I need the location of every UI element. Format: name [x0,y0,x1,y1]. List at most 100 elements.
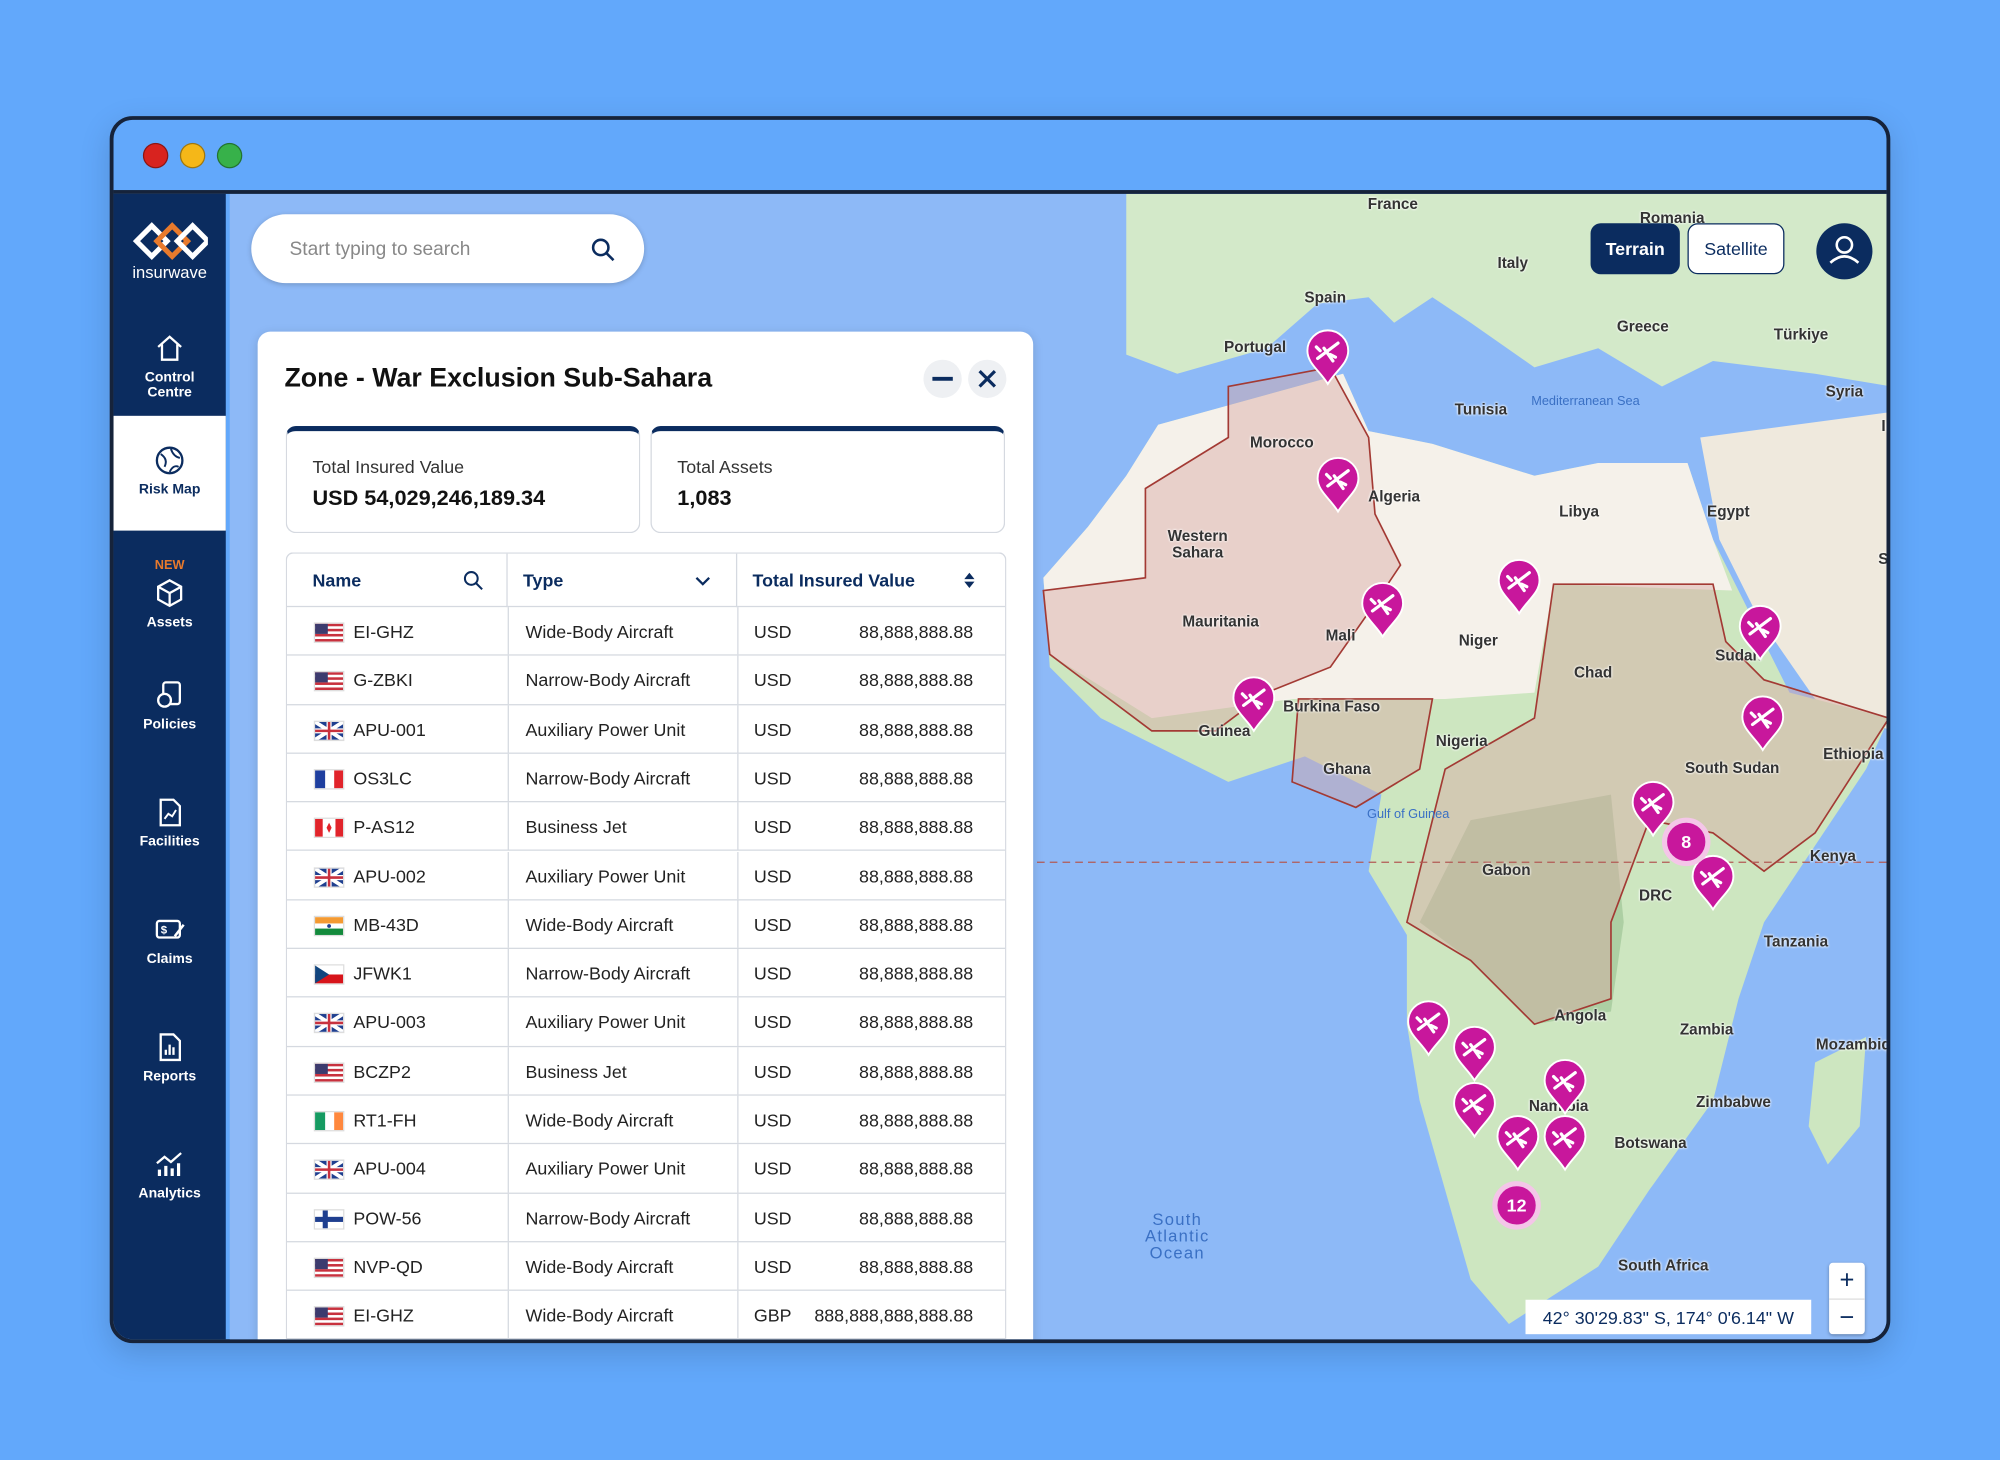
nav-icon [157,681,181,708]
map-label: Chad [1573,663,1613,682]
asset-pin[interactable] [1453,1081,1496,1139]
flag [313,817,345,839]
nav-label: Control Centre [144,369,195,401]
nav-item[interactable]: Reports [114,1031,226,1084]
titlebar-border [113,190,1887,194]
currency: USD [753,1109,792,1131]
terrain-button[interactable]: Terrain [1590,223,1680,275]
asset-pin[interactable] [1741,695,1785,752]
asset-type: Wide-Body Aircraft [525,1109,674,1131]
cluster[interactable] [1661,817,1711,867]
asset-pin[interactable] [1407,1000,1450,1057]
zone-nigeria[interactable] [1291,698,1434,809]
cell-divider [507,851,509,899]
asset-name: APU-004 [353,1158,426,1179]
insured-value: 88,888,888.88 [859,1060,974,1082]
asset-type: Wide-Body Aircraft [525,621,674,642]
table-row[interactable]: EI-GHZ Wide-Body Aircraft GBP 888,888,888,8… [286,1291,1006,1340]
panel-title: Zone - War Exclusion Sub-Sahara [284,363,713,393]
cell-divider [507,900,509,948]
cell-divider [737,1242,739,1290]
asset-pin[interactable] [1453,1025,1496,1083]
header-label: Total Insured Value [752,570,915,591]
zoom-out[interactable]: − [1829,1298,1865,1335]
flag [313,720,345,741]
insured-value: 88,888,888.88 [859,914,974,935]
column-header[interactable]: Total Insured Value [737,554,1006,608]
flag [313,1062,345,1083]
table-row[interactable]: POW-56 Narrow-Body Aircraft USD 88,888,888.… [286,1193,1006,1243]
map-label: Libya [1559,502,1600,521]
search-icon[interactable] [591,237,617,263]
cell-divider [737,997,739,1046]
nav-item[interactable]: Facilities [114,796,226,849]
close-dot[interactable] [142,142,169,169]
table-row[interactable]: EI-GHZ Wide-Body Aircraft USD 88,888,888.88 [286,607,1006,656]
nav-item[interactable]: Policies [114,679,226,732]
asset-pin[interactable] [1306,329,1350,386]
column-header[interactable]: Type [507,553,738,608]
minimize-button[interactable] [922,358,963,399]
table-row[interactable]: BCZP2 Business Jet USD 88,888,888.88 [286,1046,1006,1096]
insured-value: 88,888,888.88 [859,1207,974,1228]
asset-pin[interactable] [1543,1058,1587,1116]
asset-pin[interactable] [1543,1115,1587,1172]
table-row[interactable]: JFWK1 Narrow-Body Aircraft USD 88,888,888.8… [286,949,1006,998]
cell-divider [737,1046,739,1095]
asset-pin[interactable] [1497,558,1541,616]
zoom-in[interactable]: + [1839,1266,1855,1295]
user-avatar[interactable] [1815,222,1874,281]
asset-name: BCZP2 [353,1060,411,1082]
table-row[interactable]: P-AS12 Business Jet USD 88,888,888.88 [286,802,1006,852]
cell-divider [737,753,739,802]
search-column-icon[interactable] [463,570,483,591]
asset-pin[interactable] [1691,854,1735,912]
cell-divider [507,1242,509,1290]
nav-item[interactable]: $ Claims [114,913,226,967]
zone-west[interactable] [1042,366,1402,732]
asset-pin[interactable] [1738,604,1782,662]
sort-icon[interactable] [959,570,979,590]
close-button[interactable] [967,358,1008,399]
asset-pin[interactable] [1631,780,1675,838]
asset-type: Wide-Body Aircraft [525,1305,674,1326]
filter-dropdown-icon[interactable] [693,570,713,590]
nav-item[interactable]: Control Centre [114,332,226,401]
asset-pin[interactable] [1232,676,1276,733]
table-row[interactable]: APU-004 Auxiliary Power Unit USD 88,888,888… [286,1144,1006,1194]
asset-type: Business Jet [525,816,627,837]
table-row[interactable]: G-ZBKI Narrow-Body Aircraft USD 88,888,888.… [286,655,1006,705]
minimize-dot[interactable] [179,142,206,169]
table-row[interactable]: APU-001 Auxiliary Power Unit USD 88,888,888… [286,704,1006,754]
nav-item[interactable]: Risk Map [113,415,226,531]
cell-divider [507,1095,509,1144]
table-row[interactable]: APU-003 Auxiliary Power Unit USD 88,888,888… [286,997,1006,1047]
asset-pin[interactable] [1316,456,1360,514]
table-row[interactable]: RT1-FH Wide-Body Aircraft USD 88,888,888.88 [286,1095,1006,1145]
asset-pin[interactable] [1496,1115,1540,1172]
maximize-dot[interactable] [216,142,243,169]
insured-value: 88,888,888.88 [859,670,974,691]
map-label: South Africa [1618,1256,1709,1275]
table-row[interactable]: OS3LC Narrow-Body Aircraft USD 88,888,888.8… [286,753,1006,803]
column-header[interactable]: Name [286,553,508,608]
cluster[interactable] [1492,1181,1541,1230]
satellite-button[interactable]: Satellite [1687,223,1785,275]
table-row[interactable]: APU-002 Auxiliary Power Unit USD 88,888,888… [286,851,1006,901]
cell-divider [737,900,739,948]
insured-value: 88,888,888.88 [859,1109,974,1131]
search-box[interactable]: Start typing to search [251,214,645,284]
map-label: Türkiye [1773,325,1829,344]
map-label: Greece [1616,317,1669,336]
asset-pin[interactable] [1361,581,1405,639]
table-row[interactable]: MB-43D Wide-Body Aircraft USD 88,888,888.88 [286,900,1006,950]
insured-value: 88,888,888.88 [859,718,974,740]
pin-layer: 8 12 [1232,329,1785,1230]
asset-name: P-AS12 [353,816,415,837]
nav-item[interactable]: Assets [114,577,226,630]
insured-value: 88,888,888.88 [859,963,974,984]
currency: USD [753,1011,792,1033]
table-row[interactable]: NVP-QD Wide-Body Aircraft USD 88,888,888.88 [286,1242,1006,1292]
nav-item[interactable]: Analytics [114,1148,226,1202]
nav-icon [157,335,182,361]
